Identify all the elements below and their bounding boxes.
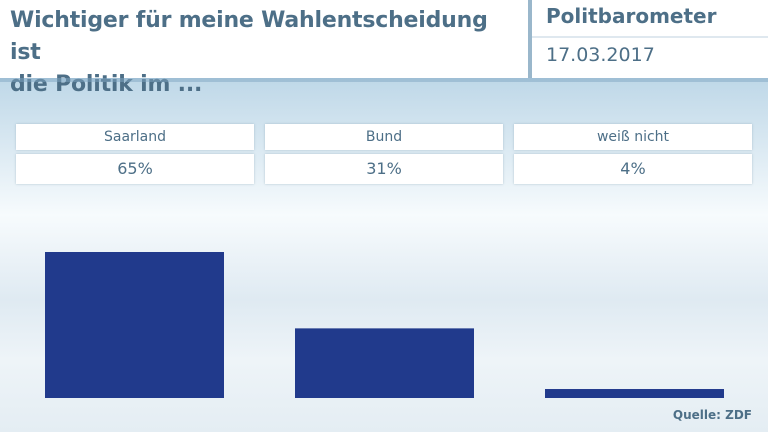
category-label-weiss-nicht: weiß nicht — [514, 124, 752, 150]
brand-divider — [532, 36, 768, 38]
source-note: Quelle: ZDF — [672, 408, 752, 422]
brand-label: Politbarometer — [546, 4, 717, 28]
header: Wichtiger für meine Wahlentscheidung ist… — [0, 0, 768, 97]
category-label-bund: Bund — [265, 124, 503, 150]
header-divider — [0, 78, 768, 82]
date-label: 17.03.2017 — [546, 44, 655, 66]
bar-bund — [295, 328, 474, 398]
page-title: Wichtiger für meine Wahlentscheidung ist… — [10, 8, 488, 97]
title-box: Wichtiger für meine Wahlentscheidung ist… — [0, 0, 532, 97]
bar-saarland — [45, 252, 224, 398]
value-label-bund: 31% — [265, 154, 503, 184]
value-label-saarland: 65% — [16, 154, 254, 184]
category-label-saarland: Saarland — [16, 124, 254, 150]
bar-weiss-nicht — [545, 389, 724, 398]
brand-box: Politbarometer 17.03.2017 — [532, 0, 768, 78]
value-label-weiss-nicht: 4% — [514, 154, 752, 184]
